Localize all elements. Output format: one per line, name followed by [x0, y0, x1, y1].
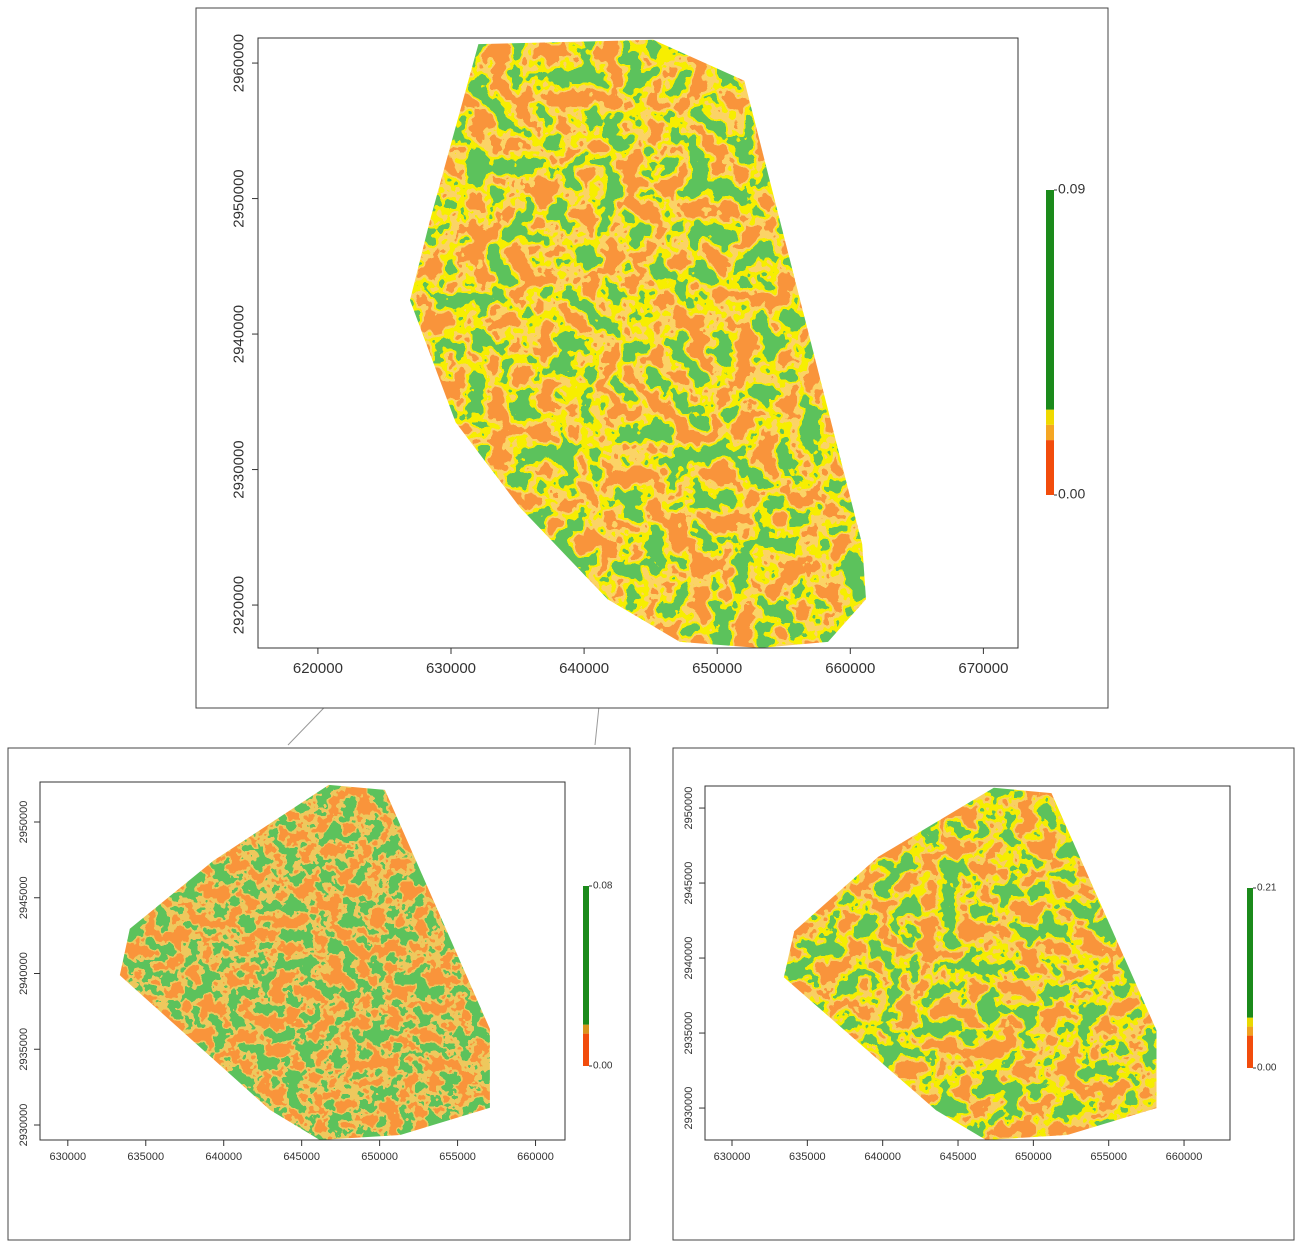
colorbar-segment	[583, 1034, 589, 1066]
x-tick-label: 620000	[293, 660, 343, 677]
y-tick-label: 2940000	[18, 952, 30, 995]
x-tick-label: 670000	[958, 660, 1008, 677]
y-tick-label: 2930000	[18, 1104, 30, 1147]
x-tick-label: 630000	[49, 1151, 86, 1163]
y-tick-label: 2940000	[230, 305, 247, 363]
map-panel: 630000 635000 640000 645000 650000 655000 6600…	[673, 748, 1294, 1240]
y-tick-label: 2930000	[230, 440, 247, 498]
x-tick-label: 640000	[864, 1151, 901, 1163]
y-tick-label: 2940000	[683, 937, 695, 980]
figure: 620000 630000 640000 650000 660000 670000 2920…	[0, 0, 1302, 1248]
x-tick-label: 660000	[1166, 1151, 1203, 1163]
y-tick-label: 2935000	[683, 1012, 695, 1055]
colorbar-segment	[1247, 1027, 1253, 1036]
colorbar-label: 0.08	[593, 881, 613, 892]
colorbar-segment	[1046, 440, 1054, 495]
colorbar-label: 0.21	[1257, 883, 1277, 894]
colorbar-segment	[583, 1025, 589, 1034]
x-tick-label: 640000	[205, 1151, 242, 1163]
y-tick-label: 2950000	[230, 169, 247, 227]
map-panel: 620000 630000 640000 650000 660000 670000 2920…	[196, 8, 1108, 708]
y-tick-label: 2950000	[18, 801, 30, 844]
y-tick-label: 2945000	[683, 862, 695, 905]
x-tick-label: 655000	[439, 1151, 476, 1163]
y-tick-label: 2920000	[230, 576, 247, 634]
x-tick-label: 660000	[825, 660, 875, 677]
colorbar-segment	[1247, 1036, 1253, 1068]
x-tick-label: 650000	[361, 1151, 398, 1163]
x-tick-label: 645000	[940, 1151, 977, 1163]
x-tick-label: 645000	[283, 1151, 320, 1163]
colorbar-segment	[1046, 425, 1054, 440]
x-tick-label: 635000	[127, 1151, 164, 1163]
x-tick-label: 635000	[789, 1151, 826, 1163]
colorbar-label: 0.00	[1058, 486, 1085, 502]
x-tick-label: 630000	[714, 1151, 751, 1163]
colorbar-segment	[583, 886, 589, 1025]
colorbar-label: 0.00	[593, 1061, 613, 1072]
y-tick-label: 2935000	[18, 1028, 30, 1071]
x-tick-label: 640000	[559, 660, 609, 677]
colorbar-label: 0.09	[1058, 181, 1085, 197]
map-panel: 630000 635000 640000 645000 650000 655000 6600…	[8, 748, 630, 1240]
y-tick-label: 2930000	[683, 1087, 695, 1130]
colorbar-segment	[1247, 888, 1253, 1018]
colorbar-segment	[1046, 190, 1054, 410]
colorbar-label: 0.00	[1257, 1063, 1277, 1074]
colorbar-segment	[1247, 1018, 1253, 1027]
x-tick-label: 660000	[517, 1151, 554, 1163]
y-tick-label: 2960000	[230, 34, 247, 92]
y-tick-label: 2950000	[683, 787, 695, 830]
x-tick-label: 650000	[1015, 1151, 1052, 1163]
x-tick-label: 655000	[1090, 1151, 1127, 1163]
y-tick-label: 2945000	[18, 876, 30, 919]
x-tick-label: 650000	[692, 660, 742, 677]
x-tick-label: 630000	[426, 660, 476, 677]
colorbar-segment	[1046, 410, 1054, 425]
